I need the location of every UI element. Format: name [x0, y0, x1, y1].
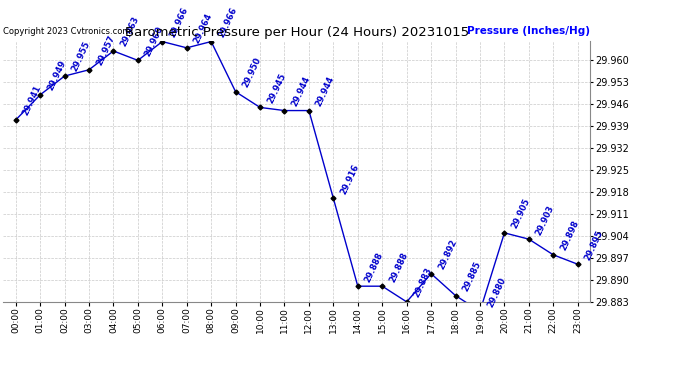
Text: 29.903: 29.903: [535, 204, 556, 236]
Text: 29.888: 29.888: [364, 251, 385, 284]
Text: 29.945: 29.945: [266, 72, 288, 105]
Text: 29.944: 29.944: [290, 75, 312, 108]
Text: 29.895: 29.895: [583, 228, 605, 261]
Text: 29.898: 29.898: [559, 219, 580, 252]
Text: 29.955: 29.955: [70, 40, 92, 73]
Text: 29.880: 29.880: [486, 276, 507, 309]
Text: 29.944: 29.944: [315, 75, 336, 108]
Text: 29.960: 29.960: [144, 25, 165, 58]
Text: 29.966: 29.966: [168, 6, 190, 39]
Text: 29.888: 29.888: [388, 251, 410, 284]
Text: 29.949: 29.949: [46, 59, 68, 92]
Text: 29.963: 29.963: [119, 15, 141, 48]
Text: 29.916: 29.916: [339, 162, 361, 196]
Text: 29.885: 29.885: [461, 260, 483, 293]
Text: 29.892: 29.892: [437, 238, 458, 271]
Text: 29.957: 29.957: [95, 34, 117, 67]
Text: Pressure (Inches/Hg): Pressure (Inches/Hg): [467, 26, 590, 36]
Title: Barometric Pressure per Hour (24 Hours) 20231015: Barometric Pressure per Hour (24 Hours) …: [125, 26, 469, 39]
Text: 29.966: 29.966: [217, 6, 239, 39]
Text: Copyright 2023 Cvtronics.com: Copyright 2023 Cvtronics.com: [3, 27, 131, 36]
Text: 29.964: 29.964: [193, 12, 214, 45]
Text: 29.883: 29.883: [412, 266, 434, 299]
Text: 29.950: 29.950: [241, 56, 263, 89]
Text: 29.941: 29.941: [21, 84, 43, 117]
Text: 29.905: 29.905: [510, 197, 532, 230]
